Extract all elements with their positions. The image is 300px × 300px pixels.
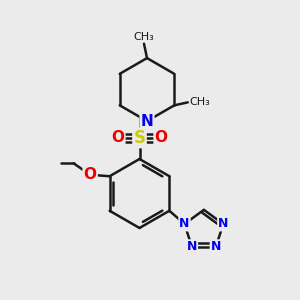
Text: N: N	[211, 240, 221, 253]
Text: CH₃: CH₃	[189, 97, 210, 107]
Text: N: N	[141, 114, 153, 129]
Text: N: N	[187, 240, 197, 253]
Text: S: S	[134, 129, 146, 147]
Text: O: O	[111, 130, 124, 146]
Text: O: O	[154, 130, 168, 146]
Text: CH₃: CH₃	[134, 32, 154, 42]
Text: O: O	[84, 167, 97, 182]
Text: N: N	[179, 218, 190, 230]
Text: N: N	[218, 218, 229, 230]
